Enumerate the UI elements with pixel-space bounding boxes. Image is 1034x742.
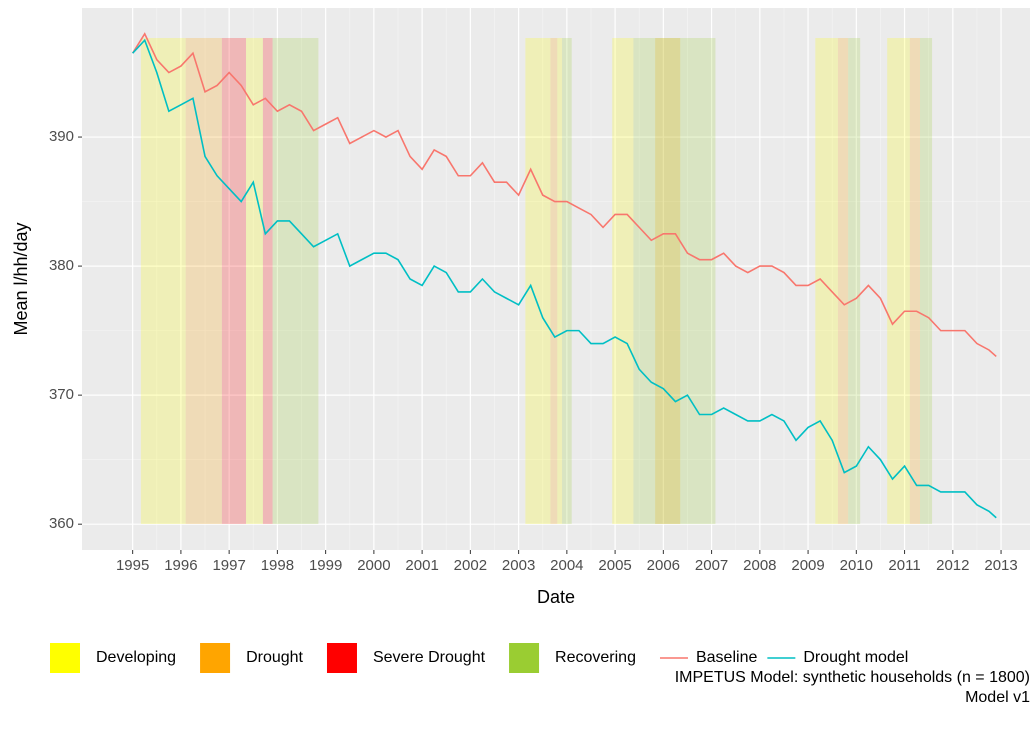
x-axis-label: Date	[537, 587, 575, 607]
phase-band	[550, 38, 558, 524]
phase-band	[246, 38, 263, 524]
y-tick-label: 390	[49, 128, 74, 145]
phase-band	[909, 38, 921, 524]
legend-label: Developing	[96, 649, 176, 666]
x-tick-label: 2007	[695, 557, 728, 574]
phase-band	[655, 38, 681, 524]
x-tick-label: 2009	[791, 557, 824, 574]
x-tick-label: 1999	[309, 557, 342, 574]
x-tick-label: 2006	[647, 557, 680, 574]
phase-band	[920, 38, 933, 524]
data-line	[132, 38, 997, 519]
x-tick-label: 2011	[888, 557, 920, 574]
phase-band	[262, 38, 273, 524]
x-tick-label: 2013	[984, 557, 1017, 574]
phase-band	[525, 38, 551, 524]
data-line	[131, 32, 997, 358]
x-tick-label: 1995	[116, 557, 149, 574]
phase-band	[185, 38, 222, 524]
legend-label: Recovering	[555, 649, 636, 666]
x-tick-label: 2012	[936, 557, 969, 574]
x-tick-label: 2000	[357, 557, 390, 574]
legend-swatch	[326, 643, 357, 673]
phase-band	[848, 38, 861, 524]
phase-band	[562, 38, 572, 524]
phase-band	[272, 38, 319, 524]
x-tick-label: 1996	[164, 557, 197, 574]
legend-label: Drought	[246, 649, 303, 666]
legend-label: Severe Drought	[373, 649, 486, 666]
x-tick-label: 2005	[598, 557, 631, 574]
caption: IMPETUS Model: synthetic households (n =…	[675, 669, 1030, 686]
x-tick-label: 2004	[550, 557, 583, 574]
x-tick-label: 2003	[502, 557, 535, 574]
y-axis-label: Mean l/hh/day	[11, 222, 31, 335]
x-tick-label: 2001	[405, 557, 438, 574]
phase-band	[837, 38, 849, 524]
phase-band	[221, 38, 247, 524]
legend-label: Drought model	[803, 649, 908, 666]
y-tick-label: 360	[49, 515, 74, 532]
legend-swatch	[509, 643, 540, 673]
caption: Model v1	[965, 689, 1030, 706]
phase-band	[887, 38, 910, 524]
y-tick-label: 370	[49, 386, 74, 403]
phase-band	[612, 38, 634, 524]
phase-band	[633, 38, 716, 524]
phase-band	[557, 38, 563, 524]
x-tick-label: 2002	[454, 557, 487, 574]
x-tick-label: 1997	[212, 557, 245, 574]
x-tick-label: 1998	[261, 557, 294, 574]
legend-swatch	[200, 643, 231, 673]
y-tick-label: 380	[49, 257, 74, 274]
legend-swatch	[50, 643, 80, 673]
legend-label: Baseline	[696, 649, 757, 666]
phase-band	[140, 38, 186, 524]
x-tick-label: 2010	[840, 557, 873, 574]
x-tick-label: 2008	[743, 557, 776, 574]
phase-band	[815, 38, 838, 524]
